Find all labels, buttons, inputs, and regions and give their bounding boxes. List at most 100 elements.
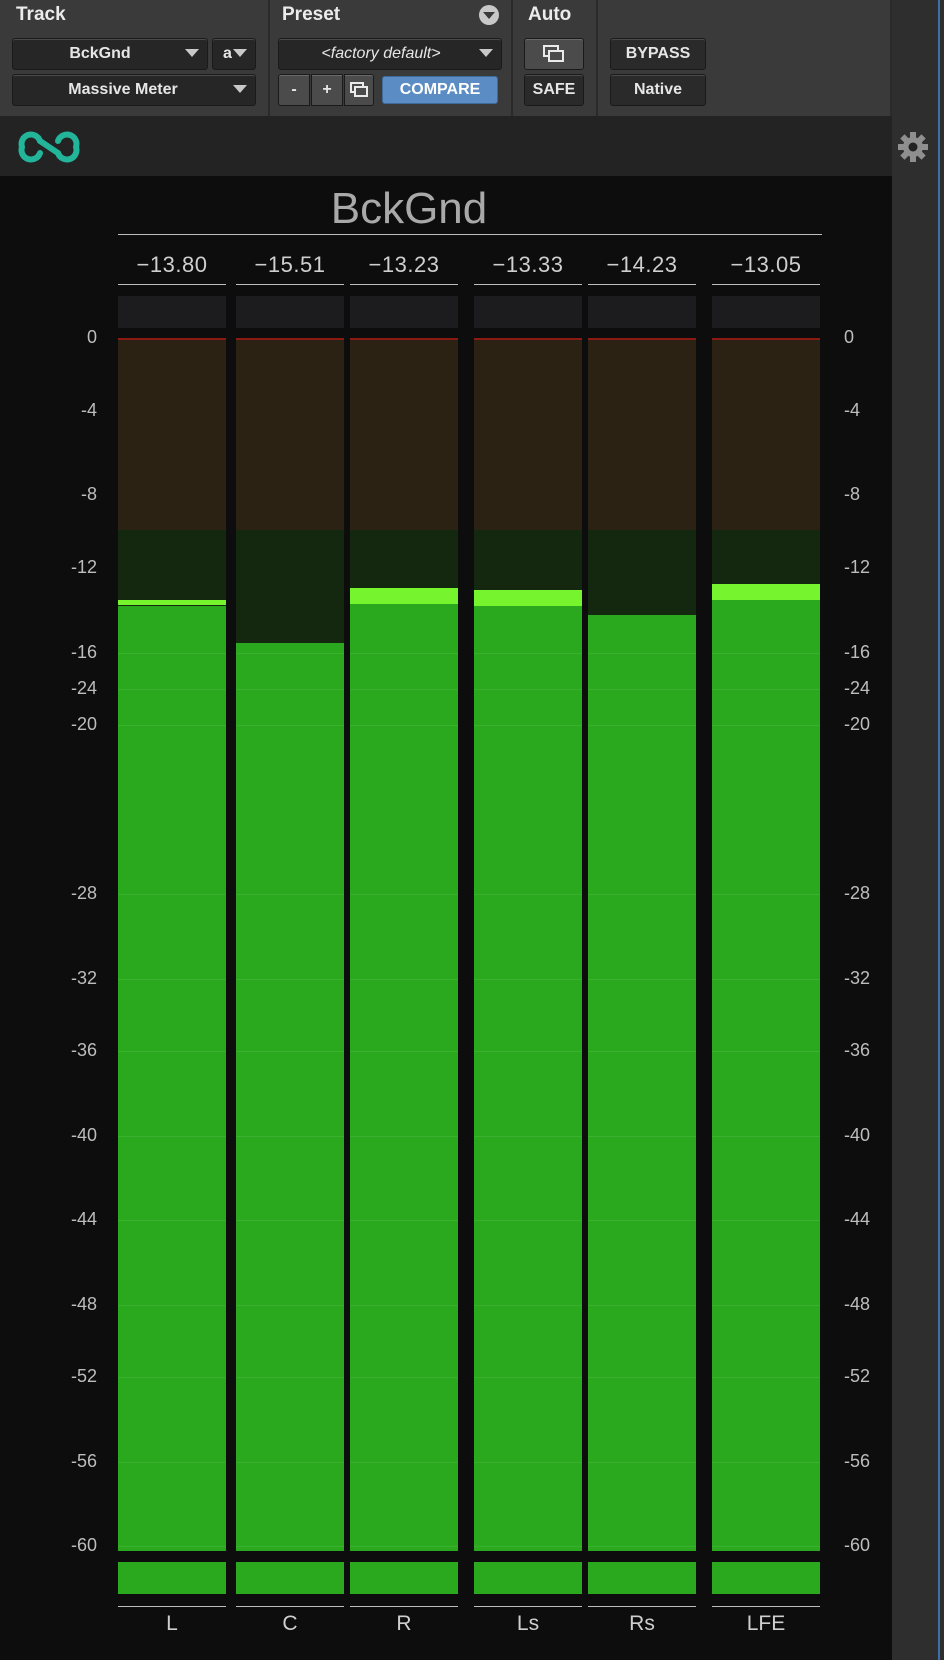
track-section-title: Track <box>16 4 66 25</box>
track-name: BckGnd <box>69 45 131 62</box>
meter-bar-r <box>350 338 458 1551</box>
separator <box>596 0 598 116</box>
gridline <box>118 1546 226 1547</box>
plugin-name: Massive Meter <box>68 81 178 98</box>
clip-indicator-ls[interactable] <box>474 296 582 328</box>
scale-right-tick: -28 <box>844 883 871 903</box>
gridline <box>474 979 582 980</box>
scale-right-tick: -40 <box>844 1125 871 1145</box>
plugin-header: Track Preset Auto BckGnd a Massive Meter… <box>0 0 932 116</box>
clip-indicator-l[interactable] <box>118 296 226 328</box>
gridline <box>350 689 458 690</box>
gridline <box>118 1051 226 1052</box>
headroom-zone <box>588 338 696 530</box>
gridline <box>588 1546 696 1547</box>
headroom-zone <box>712 338 820 530</box>
gridline <box>588 1462 696 1463</box>
gridline <box>350 653 458 654</box>
scale-right-tick: -56 <box>844 1451 871 1471</box>
scale-left-tick: -4 <box>80 400 97 420</box>
separator <box>268 0 270 116</box>
gridline <box>118 1220 226 1221</box>
clip-indicator-lfe[interactable] <box>712 296 820 328</box>
plugin-select-dropdown[interactable]: Massive Meter <box>12 74 256 106</box>
meter-bar-rs <box>588 338 696 1551</box>
gridline <box>118 979 226 980</box>
preset-copy-button[interactable] <box>344 74 374 106</box>
peak-readout-rs[interactable]: −14.23 <box>606 252 678 277</box>
preset-previous-button[interactable]: - <box>278 74 310 106</box>
level-fill <box>118 606 226 1551</box>
meter-bar-l <box>118 338 226 1551</box>
gridline <box>236 1220 344 1221</box>
track-channel-dropdown[interactable]: a <box>212 38 256 70</box>
compare-button[interactable]: COMPARE <box>382 76 498 104</box>
gridline <box>236 725 344 726</box>
preset-section-title: Preset <box>282 4 341 25</box>
preset-name: <factory default> <box>321 45 441 62</box>
target-zone <box>236 530 344 653</box>
bypass-button[interactable]: BYPASS <box>610 38 706 70</box>
clip-indicator-r[interactable] <box>350 296 458 328</box>
gridline <box>588 1377 696 1378</box>
gridline <box>118 1136 226 1137</box>
zero-db-line <box>588 338 696 340</box>
gridline <box>474 1462 582 1463</box>
gear-icon[interactable] <box>896 130 930 164</box>
separator <box>890 0 892 116</box>
peak-readout-lfe[interactable]: −13.05 <box>730 252 802 277</box>
scale-left-tick: -56 <box>70 1451 97 1471</box>
native-button[interactable]: Native <box>610 74 706 106</box>
gridline <box>474 1377 582 1378</box>
headroom-zone <box>474 338 582 530</box>
plugin-toolbar <box>0 116 928 176</box>
gridline <box>118 653 226 654</box>
channel-label-l: L <box>166 1612 178 1635</box>
gridline <box>118 1462 226 1463</box>
track-channel: a <box>223 45 232 62</box>
minus-label: - <box>291 81 297 98</box>
channel-label-rule <box>118 1606 226 1607</box>
headroom-zone <box>350 338 458 530</box>
gridline <box>118 725 226 726</box>
level-fill <box>236 642 344 1551</box>
gridline <box>350 979 458 980</box>
zero-db-line <box>350 338 458 340</box>
gridline <box>712 979 820 980</box>
headroom-zone <box>236 338 344 530</box>
track-select-dropdown[interactable]: BckGnd <box>12 38 208 70</box>
channel-label-rule <box>350 1606 458 1607</box>
preset-menu-chevron-down-icon[interactable] <box>479 5 499 25</box>
floor-indicator-ls <box>474 1562 582 1594</box>
channel-label-rule <box>474 1606 582 1607</box>
scale-left-tick: -8 <box>80 484 97 504</box>
floor-indicator-l <box>118 1562 226 1594</box>
title-underline <box>118 234 822 235</box>
floor-indicator-rs <box>588 1562 696 1594</box>
gridline <box>712 1305 820 1306</box>
scale-left-tick: -32 <box>70 968 97 988</box>
safe-button[interactable]: SAFE <box>524 74 584 106</box>
gridline <box>588 725 696 726</box>
gridline <box>588 1305 696 1306</box>
peak-readout-r[interactable]: −13.23 <box>368 252 440 277</box>
zero-db-line <box>236 338 344 340</box>
gridline <box>236 894 344 895</box>
plus-label: + <box>322 81 332 98</box>
gridline <box>712 1377 820 1378</box>
clip-indicator-c[interactable] <box>236 296 344 328</box>
gridline <box>474 689 582 690</box>
peak-readout-c[interactable]: −15.51 <box>254 252 326 277</box>
scale-right-tick: 0 <box>844 327 855 347</box>
auto-copy-button[interactable] <box>524 38 584 70</box>
gridline <box>236 689 344 690</box>
channel-label-rule <box>588 1606 696 1607</box>
clip-indicator-rs[interactable] <box>588 296 696 328</box>
preset-select-dropdown[interactable]: <factory default> <box>278 38 502 70</box>
scale-left-tick: -28 <box>70 883 97 903</box>
peak-readout-l[interactable]: −13.80 <box>136 252 208 277</box>
peak-readout-ls[interactable]: −13.33 <box>492 252 564 277</box>
preset-next-button[interactable]: + <box>311 74 343 106</box>
gridline <box>712 1220 820 1221</box>
scale-left-tick: -24 <box>70 678 97 698</box>
